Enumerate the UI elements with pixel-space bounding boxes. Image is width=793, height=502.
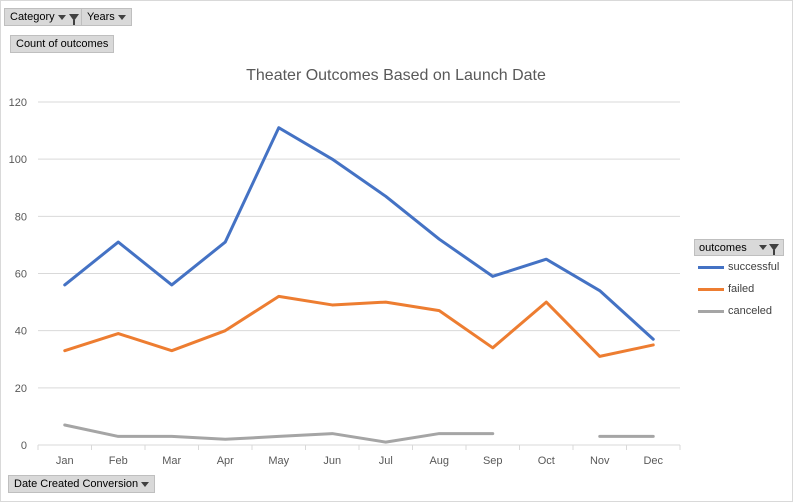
legend-title: outcomes — [699, 241, 747, 254]
values-field-button[interactable]: Count of outcomes — [10, 35, 115, 53]
y-tick-label: 120 — [9, 97, 27, 109]
y-tick-label: 80 — [15, 211, 27, 223]
series-line-canceled — [63, 423, 495, 444]
x-tick-label: Apr — [217, 455, 234, 467]
legend-label-canceled: canceled — [728, 305, 773, 317]
x-tick-label: Mar — [162, 455, 181, 467]
x-tick-label: Dec — [643, 455, 663, 467]
x-tick-label: Aug — [429, 455, 449, 467]
values-field-label: Count of outcomes — [16, 38, 109, 50]
x-tick-label: Nov — [590, 455, 610, 467]
axis-field-label: Date Created Conversion — [14, 478, 139, 490]
dropdown-arrow-icon — [759, 245, 767, 250]
x-tick-label: Jan — [56, 455, 74, 467]
y-tick-label: 60 — [15, 269, 27, 281]
legend-filter-button[interactable]: outcomes — [694, 239, 784, 256]
years-filter-label: Years — [87, 11, 115, 23]
category-filter-label: Category — [10, 11, 55, 23]
grid-lines — [38, 101, 680, 446]
x-tick-label: Feb — [109, 455, 128, 467]
y-tick-label: 100 — [9, 154, 27, 166]
y-axis-ticks: 0 20 40 60 80 100 120 — [9, 97, 27, 452]
category-filter-button[interactable]: Category — [4, 8, 85, 26]
y-tick-label: 0 — [21, 440, 27, 452]
x-tick-label: Jul — [379, 455, 393, 467]
filter-funnel-icon — [68, 13, 79, 25]
legend-item-canceled: canceled — [694, 300, 784, 322]
y-tick-label: 20 — [15, 383, 27, 395]
legend: outcomes successful failed canceled — [694, 239, 784, 322]
legend-item-successful: successful — [694, 256, 784, 278]
years-filter-button[interactable]: Years — [81, 8, 132, 26]
axis-field-button[interactable]: Date Created Conversion — [8, 475, 156, 493]
legend-swatch-successful — [698, 265, 724, 269]
x-axis-ticks: Jan Feb Mar Apr May Jun Jul Aug Sep Oct Nov Dec — [37, 445, 681, 467]
series-line-failed — [63, 294, 655, 358]
legend-item-failed: failed — [694, 278, 784, 300]
series-lines — [63, 126, 655, 444]
legend-swatch-failed — [698, 287, 724, 291]
x-tick-label: May — [268, 455, 289, 467]
legend-label-failed: failed — [728, 283, 755, 295]
legend-swatch-canceled — [698, 309, 724, 313]
filter-funnel-icon — [769, 244, 779, 255]
dropdown-arrow-icon — [141, 481, 150, 487]
chart-title: Theater Outcomes Based on Launch Date — [246, 67, 546, 84]
dropdown-arrow-icon — [117, 14, 126, 20]
x-tick-label: Jun — [323, 455, 341, 467]
legend-label-successful: successful — [728, 261, 780, 273]
series-line-successful — [63, 126, 655, 341]
dropdown-arrow-icon — [57, 14, 66, 20]
x-tick-label: Oct — [538, 455, 555, 467]
x-tick-label: Sep — [483, 455, 503, 467]
y-tick-label: 40 — [15, 326, 27, 338]
